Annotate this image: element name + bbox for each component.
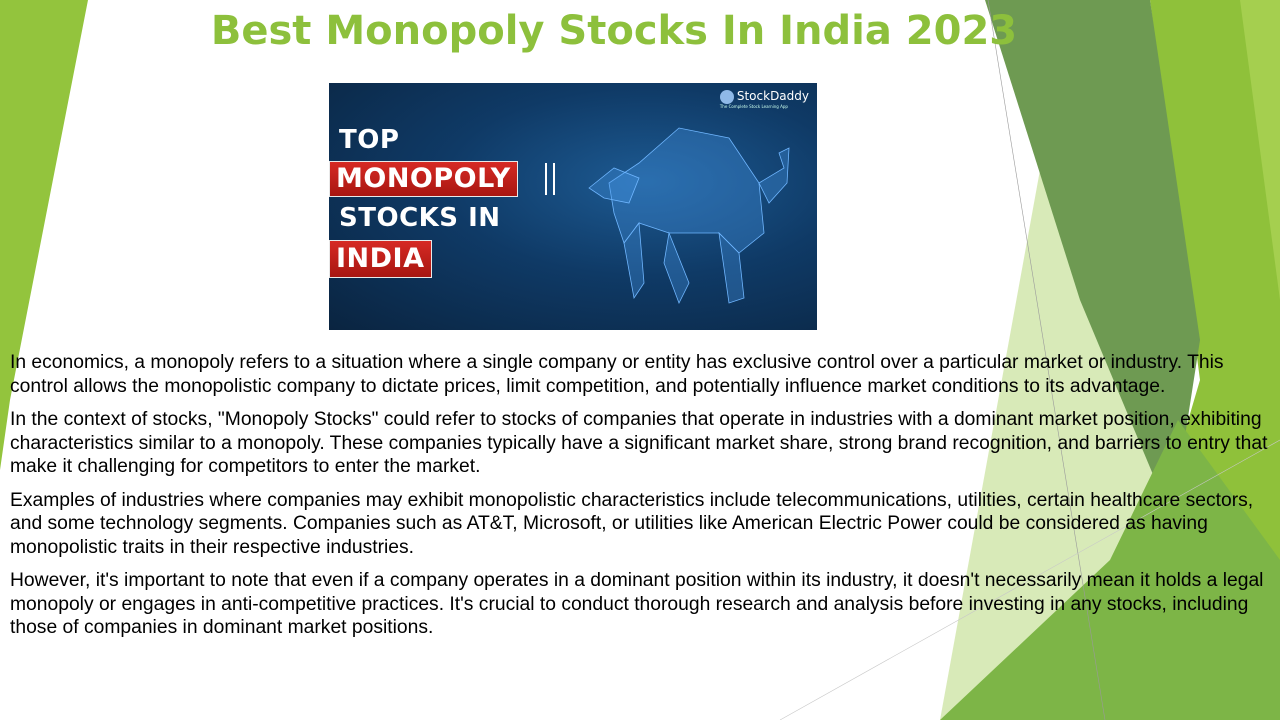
paragraph-stocks-context: In the context of stocks, "Monopoly Stoc… [10,409,1268,477]
divider-bars [545,163,555,195]
hero-line-top: TOP [339,125,400,155]
slide-body: In economics, a monopoly refers to a sit… [10,351,1272,650]
decor-line [779,439,1280,720]
hero-line-stocks-in: STOCKS IN [339,203,501,233]
left-green-strip [0,0,88,470]
decor-line [987,0,1106,720]
paragraph-examples: Examples of industries where companies m… [10,489,1254,558]
right-mid-green [940,420,1280,720]
bull-icon [588,127,790,304]
logo-mark-icon [719,89,734,104]
hero-image: StockDaddy The Complete Stock Learning Ap… [329,83,817,330]
hero-line-monopoly: MONOPOLY [329,161,518,197]
slide-title: Best Monopoly Stocks In India 2023 [210,8,1018,54]
stockdaddy-logo: StockDaddy The Complete Stock Learning Ap… [719,89,809,109]
right-light-green-corner [1240,0,1280,300]
paragraph-caution: However, it's important to note that eve… [10,570,1264,638]
right-dark-green [985,0,1200,520]
paragraph-definition: In economics, a monopoly refers to a sit… [10,352,1224,397]
hero-line-india: INDIA [329,240,432,278]
